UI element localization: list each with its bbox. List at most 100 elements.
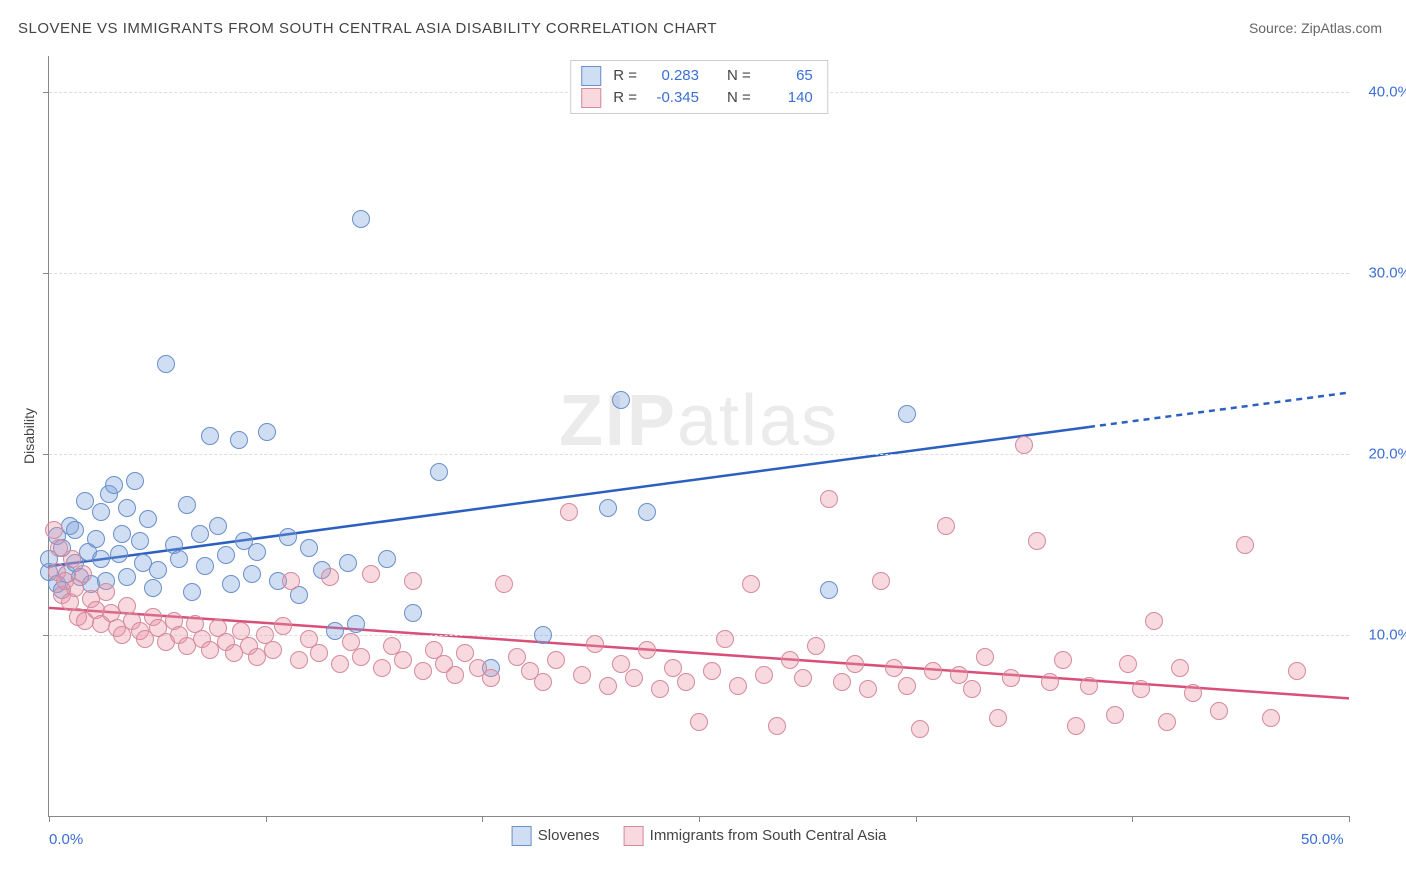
scatter-point-immigrants [1067, 717, 1085, 735]
y-tick-label: 20.0% [1368, 446, 1406, 463]
scatter-point-immigrants [755, 666, 773, 684]
stats-row-slovenes: R = 0.283 N = 65 [581, 65, 813, 87]
scatter-point-immigrants [1158, 713, 1176, 731]
scatter-point-slovenes [209, 517, 227, 535]
scatter-point-slovenes [248, 543, 266, 561]
gridline-h [49, 273, 1349, 274]
scatter-point-slovenes [118, 568, 136, 586]
scatter-point-immigrants [599, 677, 617, 695]
trendline-slovenes [49, 427, 1089, 566]
scatter-point-slovenes [222, 575, 240, 593]
y-tick [43, 273, 49, 274]
x-tick [266, 816, 267, 822]
source-label: Source: ZipAtlas.com [1249, 20, 1382, 36]
y-tick-label: 10.0% [1368, 627, 1406, 644]
scatter-point-slovenes [92, 503, 110, 521]
scatter-point-slovenes [534, 626, 552, 644]
scatter-point-slovenes [110, 545, 128, 563]
scatter-point-immigrants [872, 572, 890, 590]
y-tick [43, 454, 49, 455]
scatter-point-slovenes [326, 622, 344, 640]
scatter-point-immigrants [859, 680, 877, 698]
scatter-point-immigrants [321, 568, 339, 586]
scatter-point-immigrants [1054, 651, 1072, 669]
scatter-point-immigrants [290, 651, 308, 669]
y-tick [43, 635, 49, 636]
scatter-point-immigrants [729, 677, 747, 695]
scatter-point-immigrants [1119, 655, 1137, 673]
scatter-point-immigrants [924, 662, 942, 680]
scatter-point-immigrants [703, 662, 721, 680]
scatter-point-slovenes [378, 550, 396, 568]
scatter-point-slovenes [170, 550, 188, 568]
scatter-point-slovenes [599, 499, 617, 517]
scatter-point-immigrants [911, 720, 929, 738]
x-tick [699, 816, 700, 822]
n-label: N = [727, 87, 751, 109]
x-tick-label: 0.0% [49, 831, 83, 848]
scatter-point-immigrants [1015, 436, 1033, 454]
scatter-point-immigrants [1132, 680, 1150, 698]
scatter-point-slovenes [76, 492, 94, 510]
scatter-point-slovenes [339, 554, 357, 572]
scatter-point-immigrants [833, 673, 851, 691]
chart-title: SLOVENE VS IMMIGRANTS FROM SOUTH CENTRAL… [18, 20, 717, 37]
swatch-immigrants [581, 88, 601, 108]
scatter-point-immigrants [547, 651, 565, 669]
scatter-point-slovenes [300, 539, 318, 557]
scatter-point-slovenes [139, 510, 157, 528]
scatter-point-immigrants [394, 651, 412, 669]
scatter-point-immigrants [1262, 709, 1280, 727]
scatter-point-immigrants [456, 644, 474, 662]
scatter-point-immigrants [1184, 684, 1202, 702]
scatter-point-immigrants [976, 648, 994, 666]
scatter-point-immigrants [495, 575, 513, 593]
x-tick [1132, 816, 1133, 822]
scatter-point-slovenes [191, 525, 209, 543]
r-label: R = [613, 87, 637, 109]
legend-item-slovenes: Slovenes [512, 826, 600, 846]
r-value-immigrants: -0.345 [647, 87, 699, 109]
scatter-point-immigrants [937, 517, 955, 535]
y-tick [43, 92, 49, 93]
scatter-point-immigrants [742, 575, 760, 593]
legend-label-immigrants: Immigrants from South Central Asia [650, 827, 887, 844]
scatter-point-slovenes [144, 579, 162, 597]
scatter-point-immigrants [1171, 659, 1189, 677]
scatter-point-slovenes [183, 583, 201, 601]
scatter-point-immigrants [846, 655, 864, 673]
n-value-slovenes: 65 [761, 65, 813, 87]
scatter-point-immigrants [404, 572, 422, 590]
trendline-dashed-slovenes [1089, 393, 1349, 427]
n-label: N = [727, 65, 751, 87]
stats-row-immigrants: R = -0.345 N = 140 [581, 87, 813, 109]
y-tick-label: 40.0% [1368, 84, 1406, 101]
chart-plot-area: Disability ZIPatlas R = 0.283 N = 65 R =… [48, 56, 1349, 817]
scatter-point-slovenes [92, 550, 110, 568]
scatter-point-slovenes [118, 499, 136, 517]
x-tick-label: 50.0% [1301, 831, 1344, 848]
scatter-point-immigrants [794, 669, 812, 687]
scatter-point-immigrants [97, 583, 115, 601]
x-tick [916, 816, 917, 822]
y-tick-label: 30.0% [1368, 265, 1406, 282]
scatter-point-immigrants [690, 713, 708, 731]
scatter-point-immigrants [373, 659, 391, 677]
scatter-point-slovenes [149, 561, 167, 579]
scatter-point-slovenes [126, 472, 144, 490]
scatter-point-slovenes [113, 525, 131, 543]
gridline-h [49, 454, 1349, 455]
scatter-point-immigrants [989, 709, 1007, 727]
scatter-point-immigrants [807, 637, 825, 655]
scatter-point-immigrants [508, 648, 526, 666]
n-value-immigrants: 140 [761, 87, 813, 109]
scatter-point-slovenes [217, 546, 235, 564]
scatter-point-immigrants [573, 666, 591, 684]
scatter-point-immigrants [898, 677, 916, 695]
scatter-point-immigrants [1106, 706, 1124, 724]
scatter-point-immigrants [482, 669, 500, 687]
scatter-point-immigrants [1002, 669, 1020, 687]
scatter-point-slovenes [105, 476, 123, 494]
scatter-point-slovenes [279, 528, 297, 546]
scatter-point-immigrants [664, 659, 682, 677]
